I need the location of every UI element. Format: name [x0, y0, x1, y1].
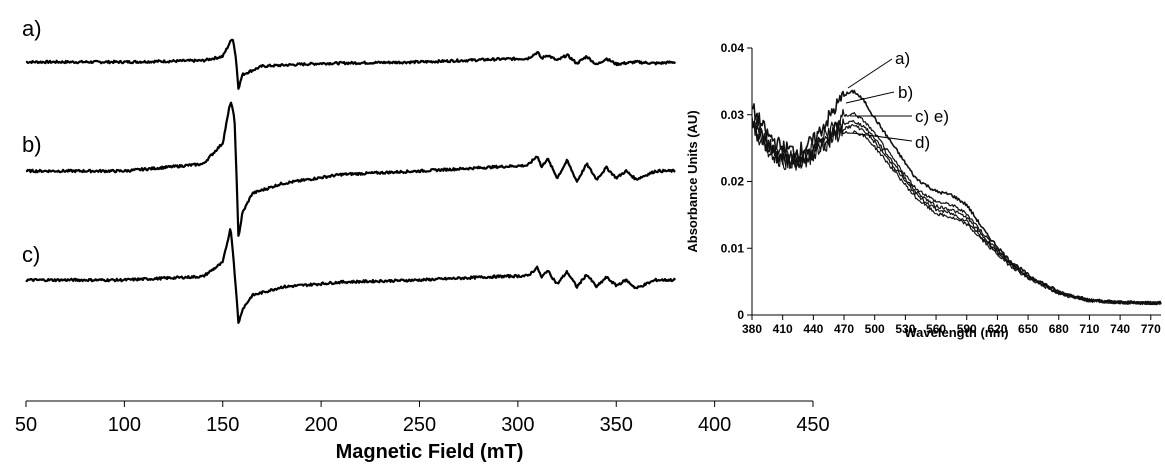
epr-x-tick-label: 150 [206, 414, 239, 436]
epr-x-tick-label: 250 [403, 414, 436, 436]
epr-series-label-c: c) [22, 242, 40, 267]
epr-x-tick-label: 50 [15, 414, 37, 436]
uv-y-tick-label: 0.03 [721, 108, 745, 122]
uv-annotation-leader [847, 58, 893, 89]
epr-x-axis-title: Magnetic Field (mT) [336, 441, 524, 463]
uv-x-tick-label: 740 [1110, 322, 1130, 336]
uv-x-tick-label: 560 [926, 322, 946, 336]
uv-series-e [751, 116, 1162, 306]
uv-y-axis-title: Absorbance Units (AU) [685, 110, 700, 252]
uv-series-a [751, 89, 1162, 306]
epr-series-b [25, 101, 676, 237]
epr-x-tick-label: 350 [600, 414, 633, 436]
epr-spectra-panel: a) b) c) 50 100 150 200 250 300 350 400 450 Magnetic… [15, 16, 830, 463]
uv-y-tick-label: 0.04 [721, 41, 745, 55]
uv-annotation-leader [845, 91, 895, 104]
uv-y-tick-label: 0 [737, 308, 744, 322]
epr-x-tick-label: 450 [796, 414, 829, 436]
epr-x-tick-label: 100 [108, 414, 141, 436]
uv-annotation-label-4: d) [915, 133, 930, 152]
uv-x-tick-label: 530 [895, 322, 915, 336]
epr-series-c [25, 228, 677, 324]
uv-x-tick-label: 650 [1018, 322, 1038, 336]
uv-x-tick-label: 620 [987, 322, 1007, 336]
uv-vis-panel: 0 0.01 0.02 0.03 0.04 380 410 440 470 500 530 560 59… [685, 41, 1162, 340]
uv-x-tick-label: 770 [1141, 322, 1161, 336]
uv-x-axis-title: Wavelength (nm) [904, 325, 1008, 340]
uv-y-tick-label: 0.02 [721, 175, 745, 189]
uv-annotation-label-3: c) e) [915, 107, 949, 126]
uv-x-tick-label: 410 [773, 322, 793, 336]
epr-x-tick-label: 400 [698, 414, 731, 436]
uv-x-tick-label: 380 [742, 322, 762, 336]
epr-series-label-b: b) [22, 132, 42, 157]
epr-x-tick-label: 300 [501, 414, 534, 436]
epr-series-label-a: a) [22, 16, 42, 41]
uv-annotation-label-2: b) [898, 83, 913, 102]
uv-x-tick-label: 710 [1079, 322, 1099, 336]
uv-x-tick-label: 470 [834, 322, 854, 336]
epr-x-tick-label: 200 [304, 414, 337, 436]
epr-series-a [25, 38, 677, 90]
uv-series-c [751, 118, 1162, 306]
uv-x-tick-label: 440 [803, 322, 823, 336]
uv-x-tick-label: 500 [865, 322, 885, 336]
uv-annotation-label-1: a) [895, 49, 910, 68]
uv-y-tick-label: 0.01 [721, 241, 745, 255]
uv-annotation-leader [851, 132, 913, 142]
uv-x-tick-label: 680 [1049, 322, 1069, 336]
uv-x-tick-label: 590 [957, 322, 977, 336]
